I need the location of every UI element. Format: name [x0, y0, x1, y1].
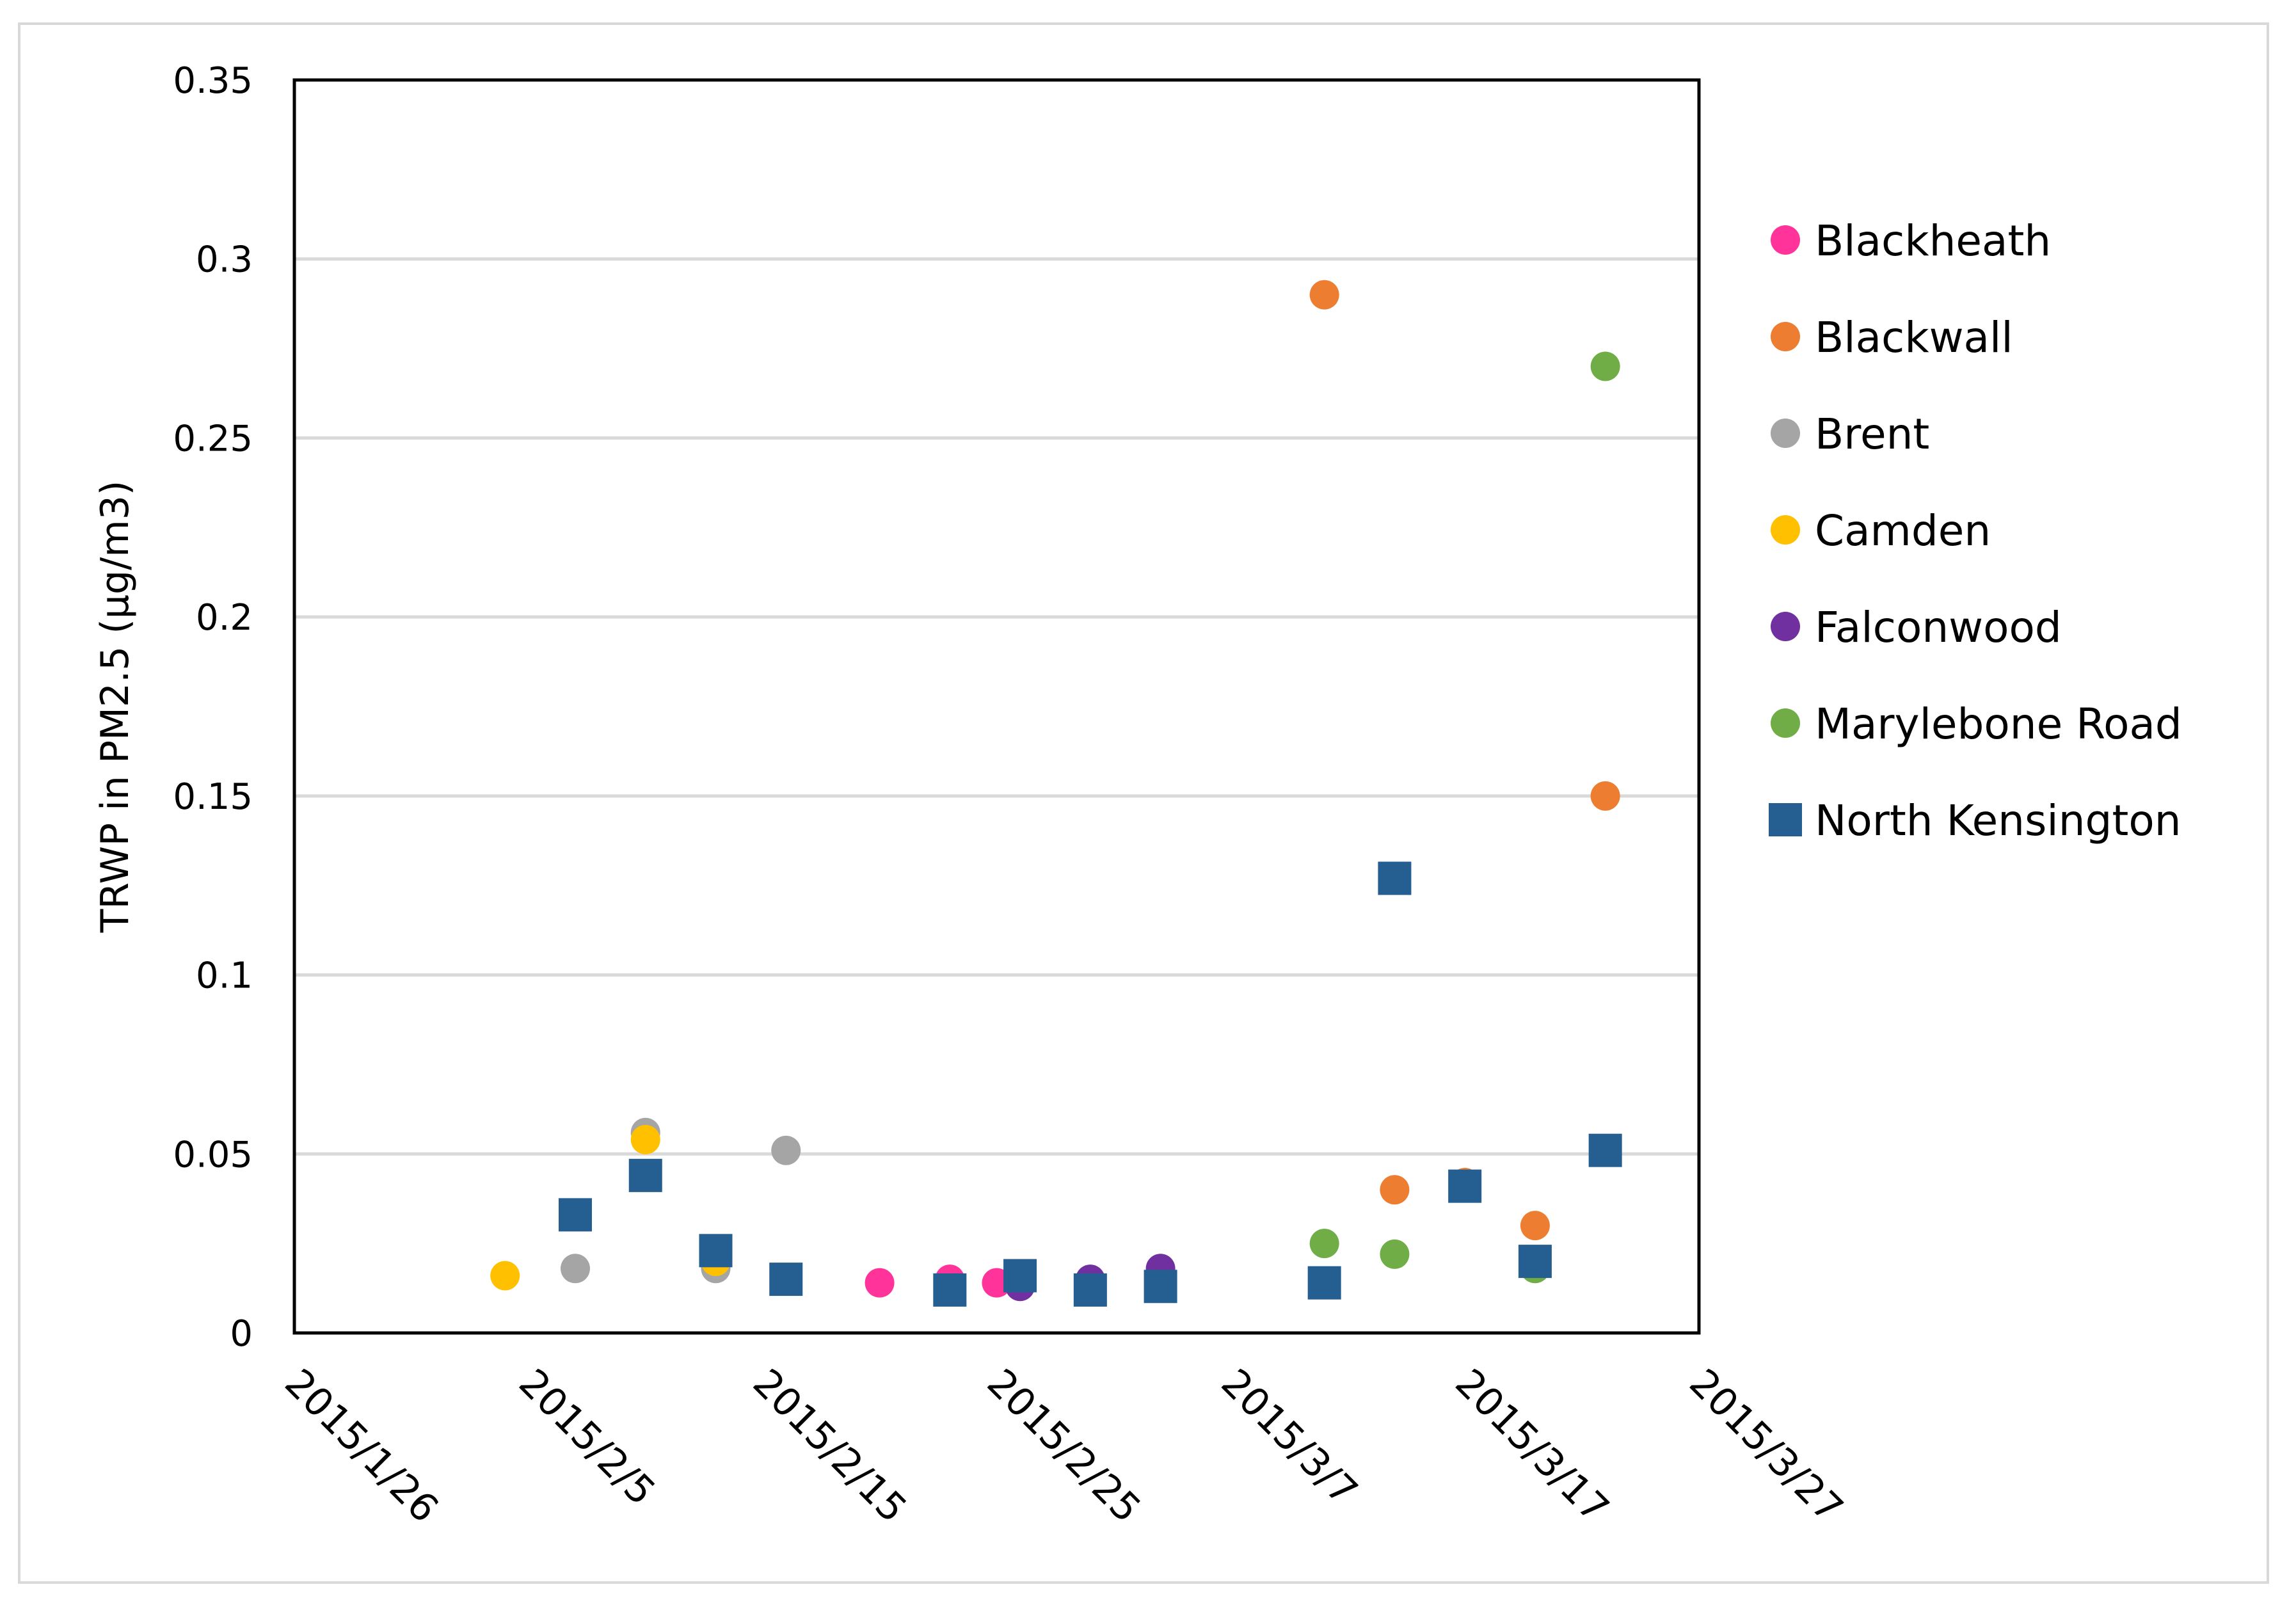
point-blackwall — [1520, 1211, 1550, 1241]
y-tick-label: 0.25 — [173, 418, 253, 459]
point-camden — [490, 1261, 520, 1291]
y-tick-label: 0.15 — [173, 776, 253, 818]
x-tick-label: 2015/3/7 — [1213, 1360, 1366, 1514]
y-tick-label: 0.1 — [196, 955, 253, 997]
legend-item-marylebone-road: Marylebone Road — [1771, 699, 2182, 749]
point-north-kensington — [1448, 1169, 1482, 1203]
y-axis-label: TRWP in PM2.5 (µg/m3) — [93, 481, 138, 934]
legend-label: Brent — [1815, 410, 1929, 459]
point-north-kensington — [699, 1234, 733, 1268]
point-north-kensington — [559, 1198, 592, 1232]
y-tick-label: 0.05 — [173, 1134, 253, 1176]
point-north-kensington — [1588, 1133, 1622, 1167]
point-north-kensington — [1378, 861, 1412, 895]
plot-area-border — [292, 78, 1701, 1335]
grid-lines — [294, 257, 1699, 1156]
series-marylebone-road — [1309, 351, 1620, 1284]
y-tick-label: 0.2 — [196, 597, 253, 639]
legend-label: Camden — [1815, 506, 1991, 555]
legend: Blackheath Blackwall Brent Camden Falconwood… — [1769, 216, 2182, 845]
x-tick-label: 2015/3/27 — [1680, 1360, 1851, 1531]
series-blackwall — [1309, 280, 1620, 1241]
legend-label: Blackheath — [1815, 216, 2051, 266]
legend-item-camden: Camden — [1771, 506, 1991, 555]
point-north-kensington — [1073, 1273, 1107, 1307]
x-tick-label: 2015/3/17 — [1447, 1360, 1618, 1531]
chart-frame — [18, 22, 2269, 1584]
x-axis-ticks: 2015/1/26 2015/2/5 2015/2/15 2015/2/25 2015/… — [276, 1360, 1851, 1531]
x-tick-label: 2015/2/15 — [744, 1360, 915, 1531]
x-tick-label: 2015/1/26 — [276, 1360, 447, 1531]
series-camden — [490, 1124, 731, 1291]
point-blackwall — [1309, 280, 1339, 310]
point-north-kensington — [1003, 1259, 1037, 1293]
legend-item-falconwood: Falconwood — [1771, 603, 2062, 652]
legend-marker — [1771, 612, 1800, 641]
x-tick-label: 2015/2/25 — [978, 1360, 1149, 1531]
point-north-kensington — [1307, 1266, 1341, 1300]
legend-marker — [1771, 708, 1800, 738]
point-blackwall — [1590, 781, 1620, 811]
point-blackheath — [865, 1268, 895, 1298]
legend-item-blackheath: Blackheath — [1771, 216, 2051, 266]
series-brent — [561, 1117, 801, 1284]
point-north-kensington — [769, 1263, 803, 1296]
legend-label: Blackwall — [1815, 313, 2013, 362]
point-brent — [771, 1135, 801, 1165]
point-north-kensington — [933, 1273, 967, 1307]
legend-item-blackwall: Blackwall — [1771, 313, 2013, 362]
point-marylebone-road — [1309, 1229, 1339, 1259]
y-tick-label: 0.3 — [196, 239, 253, 281]
legend-label: Marylebone Road — [1815, 699, 2182, 749]
legend-marker — [1771, 322, 1800, 351]
x-tick-label: 2015/2/5 — [510, 1360, 664, 1514]
point-marylebone-road — [1380, 1239, 1410, 1269]
point-north-kensington — [1518, 1245, 1552, 1279]
legend-marker — [1771, 515, 1800, 545]
legend-marker — [1771, 225, 1800, 255]
legend-label: Falconwood — [1815, 603, 2062, 652]
point-brent — [561, 1254, 590, 1284]
legend-item-brent: Brent — [1771, 410, 1929, 459]
legend-marker — [1769, 803, 1802, 836]
point-blackwall — [1380, 1175, 1410, 1205]
series-north-kensington — [559, 861, 1622, 1307]
y-tick-label: 0.35 — [173, 60, 253, 102]
point-camden — [630, 1124, 660, 1154]
point-north-kensington — [628, 1158, 662, 1192]
legend-label: North Kensington — [1815, 796, 2181, 845]
y-tick-label: 0 — [230, 1313, 253, 1355]
point-north-kensington — [1144, 1270, 1177, 1304]
y-axis-ticks: 0 0.05 0.1 0.15 0.2 0.25 0.3 0.35 — [173, 60, 253, 1355]
data-points — [490, 280, 1622, 1307]
legend-marker — [1771, 419, 1800, 448]
legend-item-north-kensington: North Kensington — [1769, 796, 2181, 845]
point-marylebone-road — [1590, 351, 1620, 381]
